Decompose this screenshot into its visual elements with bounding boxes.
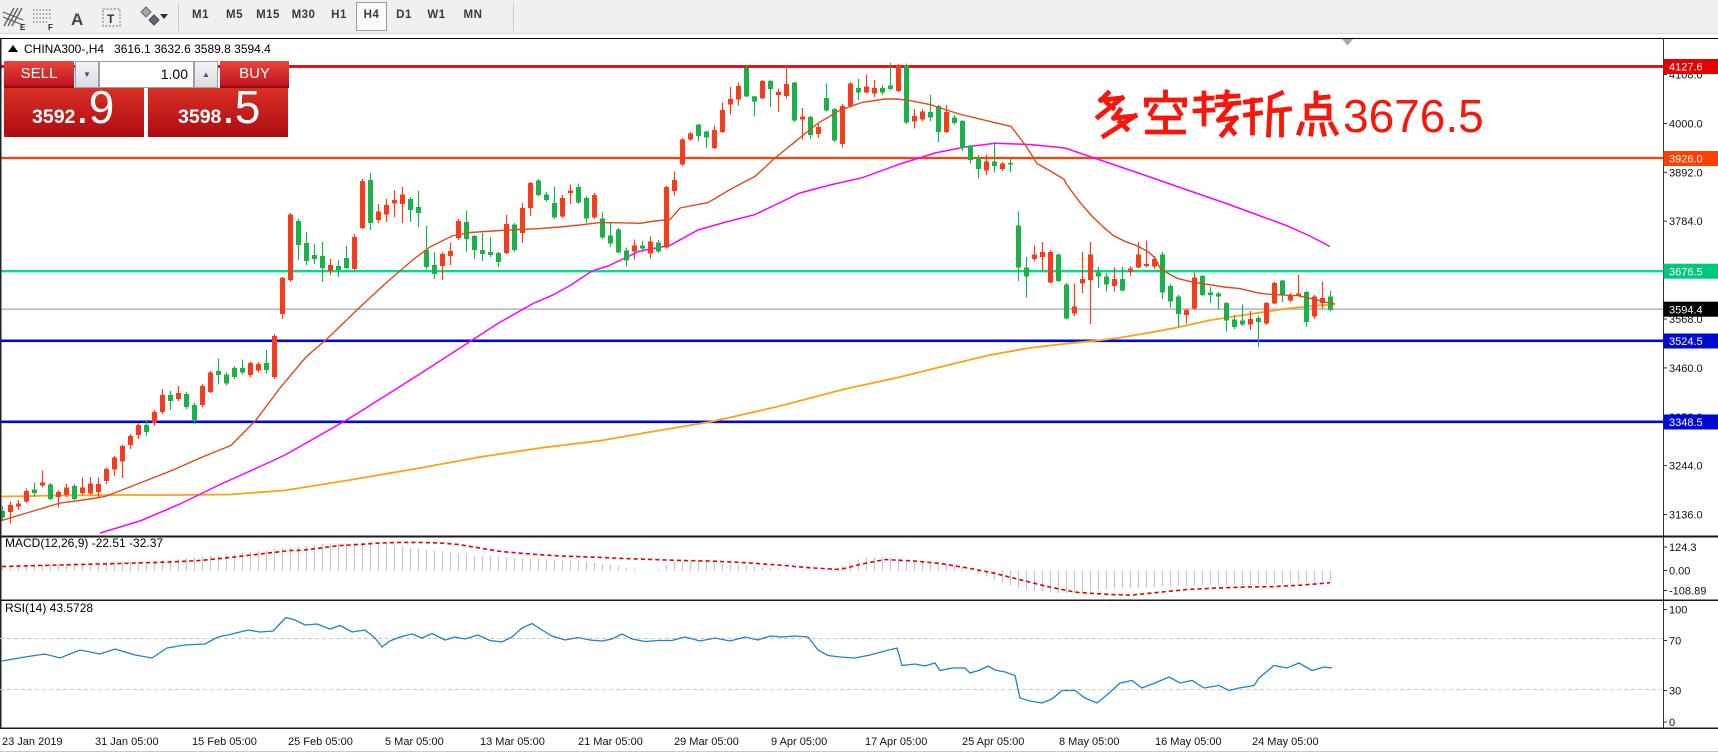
svg-text:0.00: 0.00 [1669,566,1690,578]
svg-text:3676.5: 3676.5 [1669,266,1703,278]
svg-text:31 Jan 05:00: 31 Jan 05:00 [95,736,159,748]
svg-text:25 Apr 05:00: 25 Apr 05:00 [962,736,1024,748]
svg-text:16 May 05:00: 16 May 05:00 [1155,736,1222,748]
svg-text:MACD(12,26,9) -22.51 -32.37: MACD(12,26,9) -22.51 -32.37 [5,536,163,550]
svg-text:3460.0: 3460.0 [1669,363,1703,375]
svg-text:8 May 05:00: 8 May 05:00 [1059,736,1120,748]
svg-text:5 Mar 05:00: 5 Mar 05:00 [385,736,444,748]
svg-text:4000.0: 4000.0 [1669,119,1703,131]
svg-text:17 Apr 05:00: 17 Apr 05:00 [865,736,927,748]
svg-text:3892.0: 3892.0 [1669,167,1703,179]
svg-text:3348.5: 3348.5 [1669,417,1703,429]
svg-text:3524.5: 3524.5 [1669,336,1703,348]
svg-text:3568.0: 3568.0 [1669,314,1703,326]
svg-text:23 Jan 2019: 23 Jan 2019 [2,736,63,748]
svg-text:21 Mar 05:00: 21 Mar 05:00 [578,736,643,748]
svg-text:24 May 05:00: 24 May 05:00 [1252,736,1319,748]
svg-text:9 Apr 05:00: 9 Apr 05:00 [771,736,827,748]
svg-text:100: 100 [1669,605,1687,617]
svg-text:F: F [48,23,53,32]
svg-text:0: 0 [1669,717,1675,729]
svg-text:3926.0: 3926.0 [1669,154,1703,166]
svg-text:124.3: 124.3 [1669,542,1697,554]
svg-text:E: E [20,23,26,32]
svg-text:T: T [107,12,115,26]
svg-text:30: 30 [1669,686,1681,698]
svg-text:3136.0: 3136.0 [1669,510,1703,522]
svg-text:29 Mar 05:00: 29 Mar 05:00 [674,736,739,748]
svg-text:A: A [71,10,83,29]
svg-text:3784.0: 3784.0 [1669,216,1703,228]
svg-text:3594.4: 3594.4 [1669,304,1703,316]
svg-text:25 Feb 05:00: 25 Feb 05:00 [288,736,353,748]
svg-text:4127.6: 4127.6 [1669,62,1703,74]
svg-text:13 Mar 05:00: 13 Mar 05:00 [480,736,545,748]
svg-text:RSI(14) 43.5728: RSI(14) 43.5728 [5,601,93,615]
svg-text:3676.5: 3676.5 [1343,90,1484,142]
svg-text:70: 70 [1669,636,1681,648]
svg-text:3244.0: 3244.0 [1669,461,1703,473]
svg-text:-108.89: -108.89 [1669,586,1706,598]
svg-text:15 Feb 05:00: 15 Feb 05:00 [192,736,257,748]
